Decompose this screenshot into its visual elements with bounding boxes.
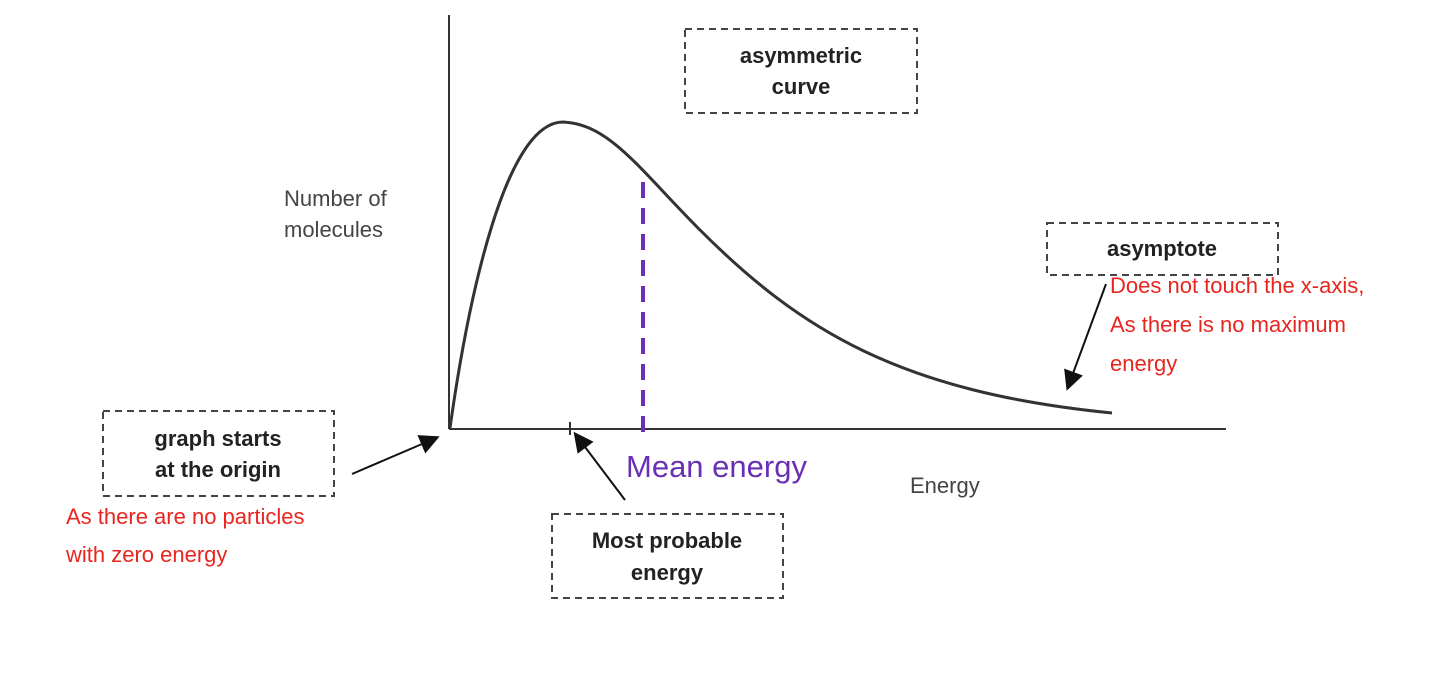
x-label: Energy <box>910 473 980 498</box>
annotation-box <box>684 28 918 114</box>
y-label: Number of <box>284 186 388 211</box>
note: energy <box>1110 351 1177 376</box>
note: Does not touch the x-axis, <box>1110 273 1364 298</box>
annotation-box <box>1046 222 1279 276</box>
arrow <box>351 435 440 475</box>
distribution-curve <box>448 120 1113 429</box>
note: As there are no particles <box>66 504 304 529</box>
box-text: at the origin <box>155 457 281 482</box>
note: As there is no maximum <box>1110 312 1346 337</box>
box-text: energy <box>631 560 704 585</box>
box-text: asymptote <box>1107 236 1217 261</box>
y-label: molecules <box>284 217 383 242</box>
box-text: graph starts <box>154 426 281 451</box>
annotation-box <box>102 410 335 497</box>
arrow <box>1064 283 1107 391</box>
box-text: Most probable <box>592 528 742 553</box>
box-text: curve <box>772 74 831 99</box>
annotation-box <box>551 513 784 599</box>
box-text: asymmetric <box>740 43 862 68</box>
arrow <box>573 431 626 501</box>
note: with zero energy <box>65 542 227 567</box>
mean-label: Mean energy <box>626 449 807 484</box>
